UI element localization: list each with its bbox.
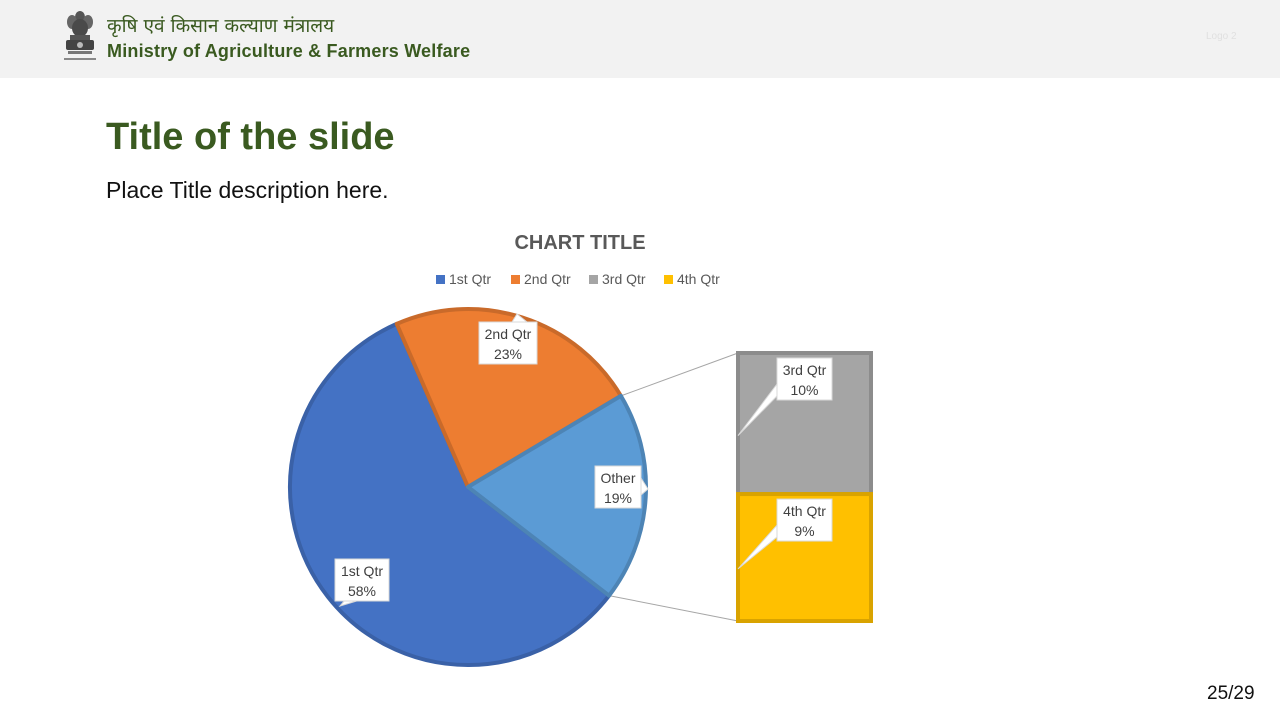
data-label-value-3rd-qtr: 10% xyxy=(790,382,818,398)
slide-title: Title of the slide xyxy=(106,116,395,158)
legend-swatch-3rd-qtr xyxy=(589,275,598,284)
data-label-box-1st-qtr xyxy=(334,558,390,602)
data-label-value-2nd-qtr: 23% xyxy=(494,346,522,362)
legend-swatch-2nd-qtr xyxy=(511,275,520,284)
page-number: 25/29 xyxy=(1207,683,1255,704)
slide-description: Place Title description here. xyxy=(106,177,389,203)
pie-slice-2nd-qtr xyxy=(394,307,623,489)
logo-2-placeholder: Logo 2 xyxy=(1206,31,1237,42)
data-label-4th-qtr: 4th Qtr 9% xyxy=(737,498,833,570)
data-label-value-4th-qtr: 9% xyxy=(794,523,814,539)
data-label-other: Other 19% xyxy=(594,465,649,509)
data-label-box-other xyxy=(594,465,642,509)
legend-label-2nd-qtr: 2nd Qtr xyxy=(524,271,571,287)
connector-line-bottom xyxy=(608,595,739,622)
connector-lines xyxy=(608,352,739,622)
legend-label-4th-qtr: 4th Qtr xyxy=(677,271,720,287)
chart-legend: 1st Qtr 2nd Qtr 3rd Qtr 4th Qtr xyxy=(436,271,720,287)
state-emblem-icon xyxy=(64,11,96,60)
data-label-3rd-qtr: 3rd Qtr 10% xyxy=(737,357,833,436)
data-label-box-2nd-qtr xyxy=(478,321,538,365)
chart-title: CHART TITLE xyxy=(514,232,645,254)
data-label-category-3rd-qtr: 3rd Qtr xyxy=(783,362,827,378)
data-label-value-1st-qtr: 58% xyxy=(348,583,376,599)
data-label-category-1st-qtr: 1st Qtr xyxy=(341,563,383,579)
data-label-box-4th-qtr xyxy=(776,498,833,542)
data-label-2nd-qtr: 2nd Qtr 23% xyxy=(478,313,538,365)
data-label-box-3rd-qtr xyxy=(776,357,833,401)
header-bar: कृषि एवं किसान कल्याण मंत्रालय Ministry … xyxy=(0,0,1280,78)
data-label-category-other: Other xyxy=(600,470,635,486)
ministry-english-name: Ministry of Agriculture & Farmers Welfar… xyxy=(107,41,471,61)
legend-label-1st-qtr: 1st Qtr xyxy=(449,271,491,287)
pie-slice-other xyxy=(466,393,648,598)
ministry-hindi-name: कृषि एवं किसान कल्याण मंत्रालय xyxy=(107,15,335,37)
connector-line-top xyxy=(620,352,739,397)
legend-swatch-1st-qtr xyxy=(436,275,445,284)
legend-label-3rd-qtr: 3rd Qtr xyxy=(602,271,646,287)
data-label-value-other: 19% xyxy=(604,490,632,506)
data-labels: 1st Qtr 58% 2nd Qtr 23% Other 19% 3rd Qtr 10% 4t… xyxy=(334,313,833,607)
data-label-category-2nd-qtr: 2nd Qtr xyxy=(485,326,532,342)
data-label-1st-qtr: 1st Qtr 58% xyxy=(334,558,390,607)
pie-slices xyxy=(288,307,648,667)
legend-swatch-4th-qtr xyxy=(664,275,673,284)
data-label-category-4th-qtr: 4th Qtr xyxy=(783,503,826,519)
